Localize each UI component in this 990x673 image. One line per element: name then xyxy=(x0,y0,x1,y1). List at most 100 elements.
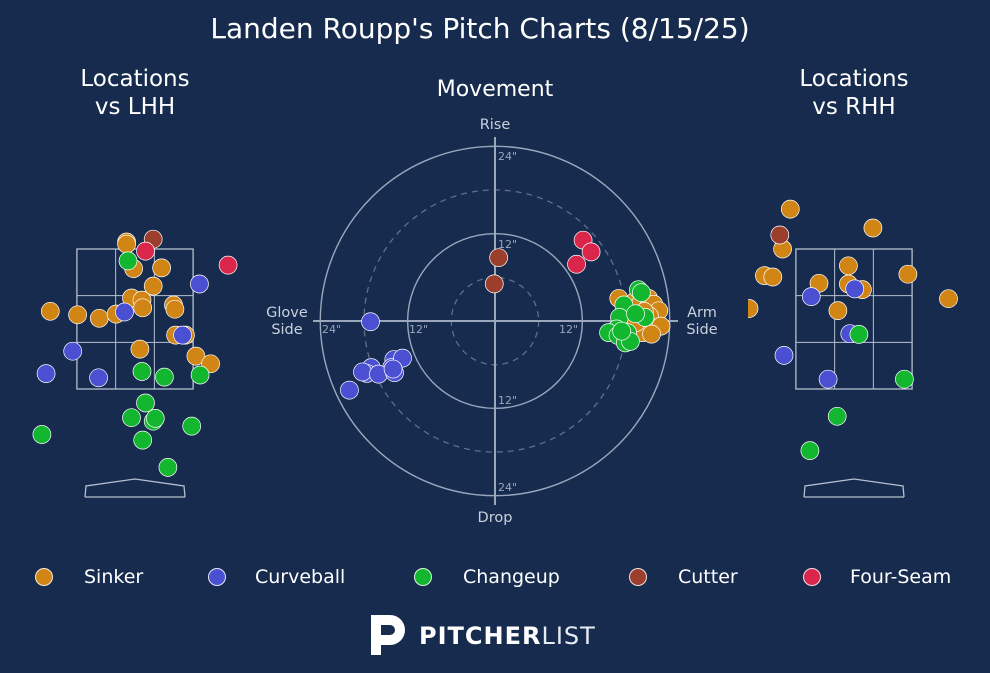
legend-label: Curveball xyxy=(255,566,346,588)
sinker-pitch-point xyxy=(133,298,153,318)
sinker-pitch-point xyxy=(939,289,958,309)
curveball-pitch-point xyxy=(818,369,838,389)
legend-marker-curveball xyxy=(208,568,226,586)
curveball-movement-point xyxy=(353,362,372,382)
strike-zone xyxy=(795,248,913,390)
sinker-pitch-point xyxy=(898,264,918,284)
sinker-pitch-point xyxy=(863,218,883,238)
sinker-pitch-point xyxy=(89,308,109,328)
changeup-pitch-point xyxy=(158,458,178,477)
ring-distance-label: 12" xyxy=(559,323,578,336)
axis-label-drop: Drop xyxy=(478,510,513,526)
pitch-points xyxy=(32,229,238,477)
four-seam-pitch-point xyxy=(218,255,238,275)
four-seam-pitch-point xyxy=(136,241,155,261)
curveball-pitch-point xyxy=(190,274,209,294)
four-seam-movement-point xyxy=(581,242,601,262)
sinker-pitch-point xyxy=(748,299,759,318)
curveball-pitch-point xyxy=(845,279,865,299)
changeup-pitch-point xyxy=(190,365,210,385)
curveball-movement-point xyxy=(340,380,359,400)
movement-points xyxy=(340,230,671,400)
movement-panel: MovementRiseDropGloveSideArmSide12"24"12… xyxy=(266,77,718,526)
ring-distance-label: 12" xyxy=(409,323,428,336)
sinker-pitch-point xyxy=(152,258,171,278)
panel-title-line: Locations xyxy=(799,66,908,92)
pitcherlist-logo-icon xyxy=(371,615,405,655)
curveball-pitch-point xyxy=(774,346,794,365)
legend-marker-sinker xyxy=(35,568,53,586)
sinker-pitch-point xyxy=(130,339,150,359)
sinker-pitch-point xyxy=(763,267,783,287)
changeup-pitch-point xyxy=(800,441,820,460)
ring-distance-label: 24" xyxy=(322,323,341,336)
curveball-pitch-point xyxy=(115,302,134,322)
changeup-pitch-point xyxy=(136,393,155,413)
pitch-type-legend: Sinker Curveball Changeup Cutter Four-Seam xyxy=(0,562,990,594)
home-plate xyxy=(84,478,186,498)
legend-marker-changeup xyxy=(414,568,432,586)
curveball-pitch-point xyxy=(63,341,83,361)
changeup-pitch-point xyxy=(122,408,141,428)
changeup-movement-point xyxy=(631,283,651,302)
legend-label: Sinker xyxy=(84,566,144,588)
panel-title-line: vs LHH xyxy=(95,94,175,120)
curveball-movement-point xyxy=(361,312,380,332)
legend-label: Changeup xyxy=(463,566,560,588)
changeup-pitch-point xyxy=(132,362,152,381)
legend-label: Four-Seam xyxy=(850,566,952,588)
axis-label-glove-side: Glove xyxy=(266,305,308,321)
changeup-pitch-point xyxy=(182,416,202,436)
curveball-pitch-point xyxy=(36,364,56,383)
sinker-movement-point xyxy=(642,324,661,344)
curveball-pitch-point xyxy=(173,325,192,345)
changeup-pitch-point xyxy=(895,369,914,389)
sinker-pitch-point xyxy=(828,301,848,320)
brand-wordmark: PITCHERLIST xyxy=(419,622,596,650)
changeup-pitch-point xyxy=(155,367,174,387)
changeup-movement-point xyxy=(612,321,632,341)
sinker-pitch-point xyxy=(780,199,800,219)
panel-title-line: Locations xyxy=(80,66,189,92)
sinker-pitch-point xyxy=(839,256,858,276)
changeup-pitch-point xyxy=(849,325,869,344)
ring-distance-label: 24" xyxy=(498,481,517,494)
sinker-pitch-point xyxy=(117,234,136,254)
changeup-movement-point xyxy=(626,304,645,324)
ring-distance-label: 12" xyxy=(498,394,517,407)
cutter-movement-point xyxy=(484,274,504,294)
axis-label-arm-side: Side xyxy=(686,322,717,338)
axis-label-rise: Rise xyxy=(480,117,511,133)
four-seam-movement-point xyxy=(567,254,586,274)
curveball-pitch-point xyxy=(89,368,108,388)
legend-marker-cutter xyxy=(629,568,647,586)
cutter-pitch-point xyxy=(770,225,790,245)
curveball-pitch-point xyxy=(801,287,821,306)
changeup-pitch-point xyxy=(118,251,138,271)
cutter-movement-point xyxy=(489,248,508,268)
legend-label: Cutter xyxy=(678,566,738,588)
curveball-movement-point xyxy=(383,359,403,379)
brand-wordmark-bold: PITCHER xyxy=(419,622,542,650)
panel-title-line: Movement xyxy=(437,77,554,102)
axis-label-glove-side: Side xyxy=(271,322,302,338)
changeup-pitch-point xyxy=(32,425,52,444)
sinker-pitch-point xyxy=(143,276,163,296)
changeup-pitch-point xyxy=(827,406,847,426)
brand-wordmark-light: LIST xyxy=(541,622,596,650)
home-plate xyxy=(803,478,905,498)
sinker-pitch-point xyxy=(165,299,185,319)
sinker-pitch-point xyxy=(68,305,87,325)
pitcherlist-brand: PITCHERLIST xyxy=(368,612,608,658)
sinker-pitch-point xyxy=(40,301,60,321)
ring-distance-label: 24" xyxy=(498,150,517,163)
sinker-pitch-point xyxy=(186,346,206,366)
changeup-pitch-point xyxy=(133,430,153,450)
changeup-pitch-point xyxy=(145,409,165,428)
panel-title-line: vs RHH xyxy=(812,94,895,120)
figure-title: Landen Roupp's Pitch Charts (8/15/25) xyxy=(210,12,749,45)
pitch-points xyxy=(748,199,958,460)
